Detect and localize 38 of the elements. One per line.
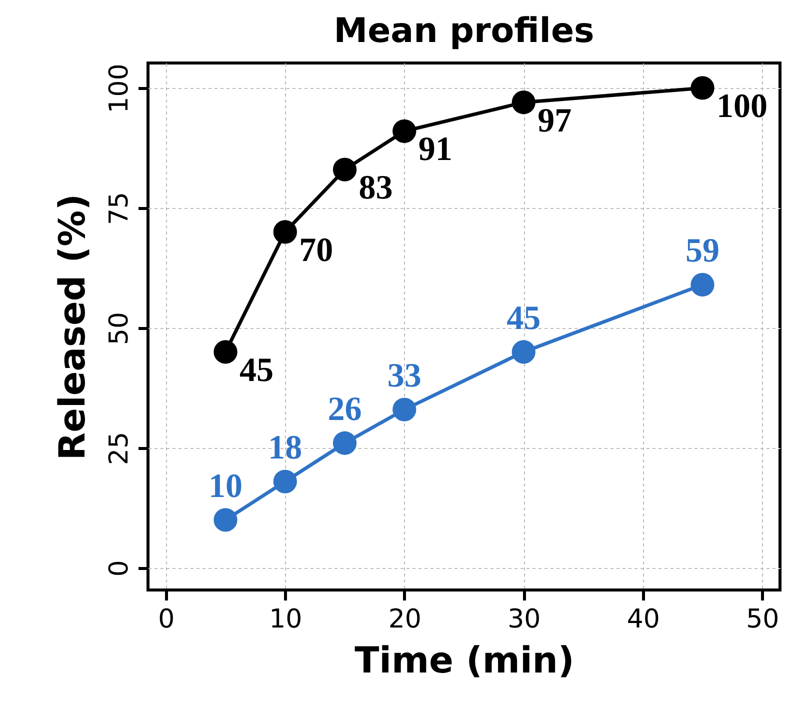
point [214,340,238,364]
data-label: 83 [358,170,393,207]
data-label: 97 [538,102,572,140]
chart-title: Mean profiles [334,11,594,51]
x-tick-label: 0 [158,604,175,634]
x-axis-title: Time (min) [354,640,574,682]
y-tick-label: 0 [104,560,134,577]
y-tick-label: 50 [104,312,134,345]
data-label: 33 [387,358,422,395]
x-tick-label: 10 [269,604,302,634]
data-label: 45 [240,352,274,389]
y-tick-label: 100 [104,64,134,114]
point [332,431,357,455]
data-label: 45 [506,300,541,337]
point [273,470,297,494]
point [690,76,714,100]
point [392,119,416,143]
x-tick-label: 40 [626,604,660,634]
point [273,220,297,244]
data-label: 70 [299,232,334,269]
point [690,272,714,297]
point [392,398,416,422]
point [214,508,238,532]
data-label: 26 [328,391,362,428]
x-tick-label: 50 [746,604,780,634]
x-tick-label: 20 [388,604,422,634]
y-tick-label: 75 [104,192,134,225]
data-label: 100 [716,88,768,125]
data-label: 10 [208,468,243,505]
x-tick-label: 30 [508,604,541,634]
y-tick-label: 25 [104,432,134,465]
point [512,340,536,364]
data-label: 18 [268,430,302,467]
point [512,90,536,114]
y-axis-title: Released (%) [52,194,94,460]
data-label: 59 [685,232,720,270]
data-label: 91 [418,131,452,168]
point [332,158,357,182]
